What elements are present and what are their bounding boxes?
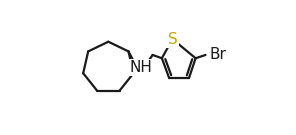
Text: NH: NH [129, 60, 152, 75]
Text: S: S [168, 32, 177, 47]
Text: Br: Br [210, 47, 226, 63]
